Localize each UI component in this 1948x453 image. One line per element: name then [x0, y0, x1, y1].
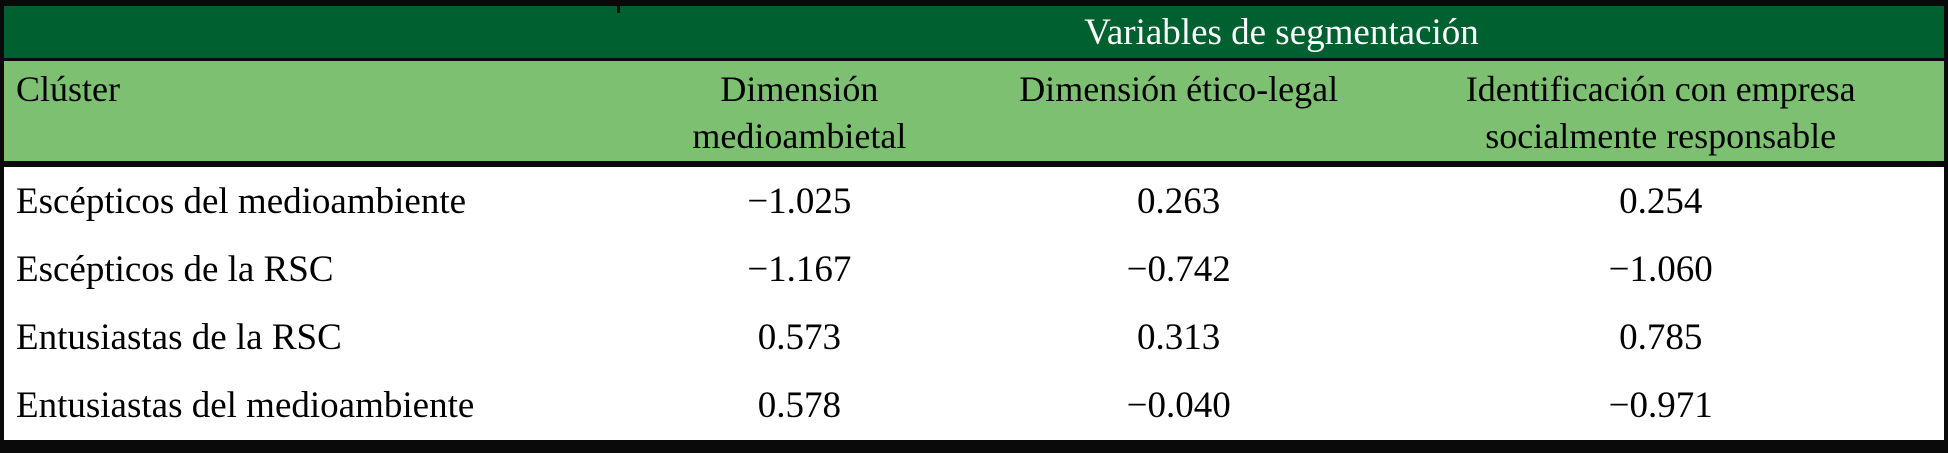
value-cell: 0.785: [1619, 317, 1703, 359]
value-cell: −0.742: [1126, 248, 1231, 290]
table-row: Entusiastas del medioambiente 0.578 −0.0…: [4, 372, 1944, 440]
value-cell: 0.578: [757, 385, 841, 427]
cluster-name-cell: Escépticos del medioambiente: [16, 180, 467, 222]
column-header-cluster: Clúster: [4, 61, 619, 161]
value-cell: −0.040: [1126, 385, 1231, 427]
column-header-dimension-medioambiental: Dimensión medioambietal: [619, 61, 980, 161]
top-header-row: Variables de segmentación: [4, 6, 1944, 58]
header-body-divider-line: [4, 161, 1944, 167]
value-cell: −1.167: [747, 248, 852, 290]
table-body: Escépticos del medioambiente −1.025 0.26…: [4, 167, 1944, 440]
value-cell: 0.573: [757, 317, 841, 359]
value-cell: 0.263: [1137, 180, 1221, 222]
cluster-name-cell: Entusiastas de la RSC: [16, 317, 342, 359]
value-cell: 0.313: [1137, 317, 1221, 359]
table-row: Escépticos de la RSC −1.167 −0.742 −1.06…: [4, 235, 1944, 303]
dimension-medioambiental-line2: medioambietal: [692, 116, 907, 156]
table-row: Escépticos del medioambiente −1.025 0.26…: [4, 167, 1944, 235]
identificacion-empresa-line2: socialmente responsable: [1485, 116, 1837, 156]
value-cell: −0.971: [1608, 385, 1713, 427]
header-divider-line: [4, 58, 1944, 61]
cluster-header-label: Clúster: [16, 69, 120, 109]
top-border-tick: [617, 0, 620, 13]
column-header-identificacion-empresa: Identificación con empresa socialmente r…: [1377, 61, 1943, 161]
span-header-label: Variables de segmentación: [1084, 11, 1479, 53]
identificacion-empresa-line1: Identificación con empresa: [1465, 69, 1856, 109]
table-row: Entusiastas de la RSC 0.573 0.313 0.785: [4, 304, 1944, 372]
cluster-name-cell: Entusiastas del medioambiente: [16, 385, 475, 427]
dimension-etico-legal-label: Dimensión ético-legal: [1019, 69, 1339, 109]
dimension-medioambiental-line1: Dimensión: [720, 69, 879, 109]
value-cell: 0.254: [1619, 180, 1703, 222]
column-header-row: Clúster Dimensión medioambietal Dimensió…: [4, 61, 1944, 161]
span-header-cell: Variables de segmentación: [618, 6, 1944, 58]
column-header-dimension-etico-legal: Dimensión ético-legal: [980, 61, 1378, 161]
corner-empty-cell: [4, 6, 619, 58]
value-cell: −1.025: [747, 180, 852, 222]
value-cell: −1.060: [1608, 248, 1713, 290]
cluster-name-cell: Escépticos de la RSC: [16, 248, 334, 290]
